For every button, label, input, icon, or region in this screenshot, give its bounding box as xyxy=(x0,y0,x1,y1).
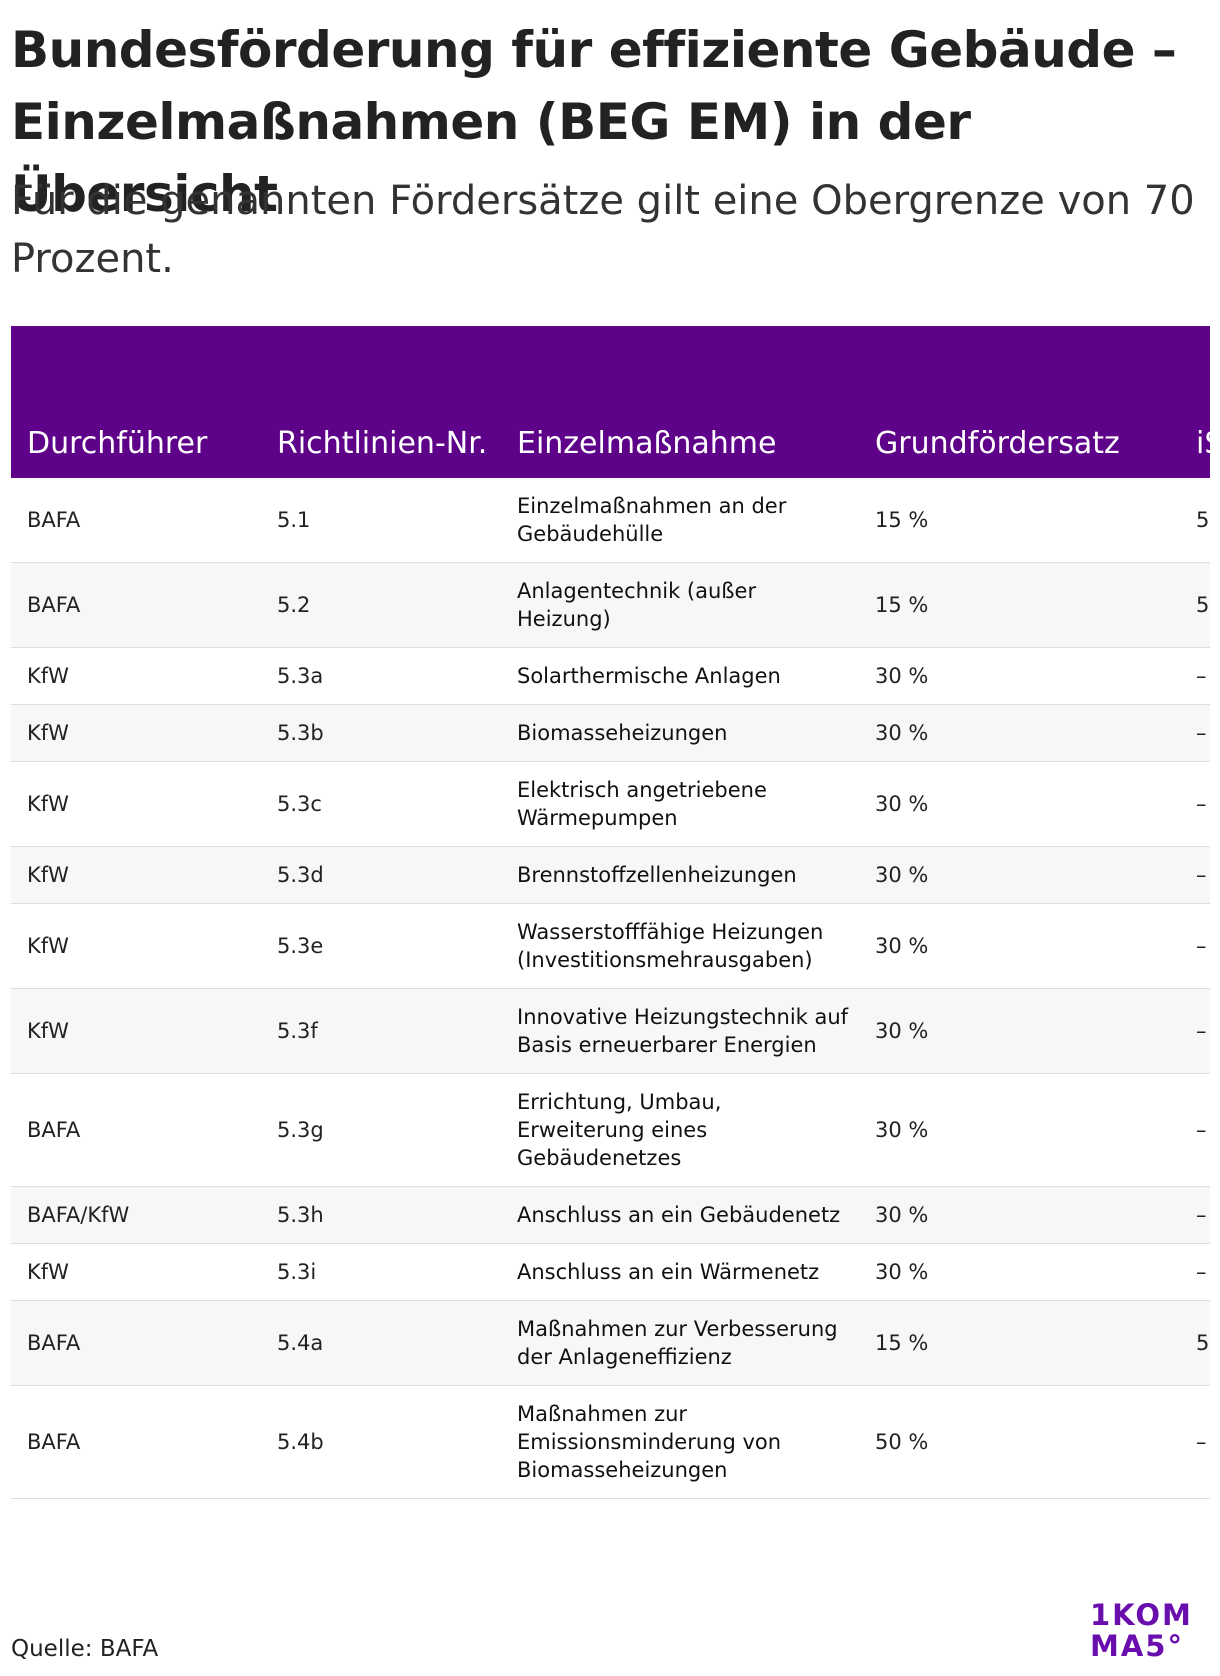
table-cell: BAFA xyxy=(11,1300,261,1386)
table-cell: 30 % xyxy=(859,1073,1180,1187)
subtitle: Für die genannten Fördersätze gilt eine … xyxy=(11,178,1195,282)
table-cell: Solarthermische Anlagen xyxy=(501,647,859,705)
column-header: iS B xyxy=(1180,326,1210,478)
table-cell: 30 % xyxy=(859,846,1180,904)
table-cell: Biomasseheizungen xyxy=(501,704,859,762)
table-cell: – xyxy=(1180,647,1210,705)
table-cell: Anschluss an ein Gebäudenetz xyxy=(501,1186,859,1244)
table-cell: Brennstoffzellenheizungen xyxy=(501,846,859,904)
table-row: KfW 5.3f Innovative Heizungstechnik auf Ba… xyxy=(11,988,1210,1074)
table-cell: 5.3h xyxy=(261,1186,501,1244)
table-cell: 30 % xyxy=(859,1243,1180,1301)
table-cell: 5.3f xyxy=(261,988,501,1074)
table-row: BAFA 5.2 Anlagentechnik (außer Heizung) 15 … xyxy=(11,562,1210,648)
table-cell: 5.4a xyxy=(261,1300,501,1386)
table-cell: KfW xyxy=(11,903,261,989)
table-cell: Errichtung, Umbau, Erweiterung eines Geb… xyxy=(501,1073,859,1187)
table-cell: KfW xyxy=(11,647,261,705)
table-cell: 30 % xyxy=(859,704,1180,762)
table-row: KfW 5.3b Biomasseheizungen 30 % – xyxy=(11,704,1210,762)
table-cell: 5 xyxy=(1180,1300,1210,1386)
table-cell: 5 xyxy=(1180,478,1210,563)
table-body: BAFA 5.1 Einzelmaßnahmen an der Gebäudehül… xyxy=(11,478,1210,1499)
table-cell: – xyxy=(1180,704,1210,762)
table-cell: 5.3i xyxy=(261,1243,501,1301)
table-cell: 5.3d xyxy=(261,846,501,904)
table-row: BAFA 5.4a Maßnahmen zur Verbesserung der A… xyxy=(11,1300,1210,1386)
table-row: BAFA 5.4b Maßnahmen zur Emissionsminderung… xyxy=(11,1385,1210,1499)
title: Bundesförderung für effiziente Gebäude –… xyxy=(11,21,1177,223)
table-cell: – xyxy=(1180,1385,1210,1499)
table-cell: BAFA/KfW xyxy=(11,1186,261,1244)
table-cell: Maßnahmen zur Emissionsminderung von Bio… xyxy=(501,1385,859,1499)
table-cell: 5 xyxy=(1180,562,1210,648)
source: Quelle: BAFA xyxy=(11,1636,159,1662)
table-cell: BAFA xyxy=(11,1385,261,1499)
table-cell: 15 % xyxy=(859,478,1180,563)
logo-line: 1KOM xyxy=(1090,1598,1193,1632)
table-cell: 5.4b xyxy=(261,1385,501,1499)
table-cell: Anschluss an ein Wärmenetz xyxy=(501,1243,859,1301)
table-cell: Maßnahmen zur Verbesserung der Anlagenef… xyxy=(501,1300,859,1386)
table-cell: – xyxy=(1180,988,1210,1074)
table-row: BAFA/KfW 5.3h Anschluss an ein Gebäudenetz… xyxy=(11,1186,1210,1244)
column-header: Grundfördersatz xyxy=(859,326,1180,478)
table-cell: 30 % xyxy=(859,903,1180,989)
table-row: KfW 5.3i Anschluss an ein Wärmenetz 30 % – xyxy=(11,1243,1210,1301)
table-cell: Elektrisch angetriebene Wärmepumpen xyxy=(501,761,859,847)
table-cell: 5.3c xyxy=(261,761,501,847)
table-cell: KfW xyxy=(11,704,261,762)
table-wrap: Durchführer Richtlinien-Nr. Einzelmaßnahme… xyxy=(11,326,1210,1499)
table-row: BAFA 5.1 Einzelmaßnahmen an der Gebäudehül… xyxy=(11,478,1210,563)
table-cell: – xyxy=(1180,1243,1210,1301)
table-cell: – xyxy=(1180,903,1210,989)
table-cell: 30 % xyxy=(859,647,1180,705)
table-cell: 5.1 xyxy=(261,478,501,563)
table-cell: KfW xyxy=(11,846,261,904)
table-cell: 5.3g xyxy=(261,1073,501,1187)
header-row: Durchführer Richtlinien-Nr. Einzelmaßnahme… xyxy=(11,326,1210,478)
table-cell: – xyxy=(1180,1186,1210,1244)
table-cell: 15 % xyxy=(859,562,1180,648)
table-cell: 5.2 xyxy=(261,562,501,648)
table-cell: 5.3a xyxy=(261,647,501,705)
table-cell: 15 % xyxy=(859,1300,1180,1386)
table-cell: 50 % xyxy=(859,1385,1180,1499)
table-cell: 30 % xyxy=(859,1186,1180,1244)
logo: 1KOM MA5° xyxy=(1090,1600,1193,1662)
table-cell: KfW xyxy=(11,1243,261,1301)
table-cell: – xyxy=(1180,846,1210,904)
table-cell: Einzelmaßnahmen an der Gebäudehülle xyxy=(501,478,859,563)
table-row: BAFA 5.3g Errichtung, Umbau, Erweiterung e… xyxy=(11,1073,1210,1187)
table-cell: Innovative Heizungstechnik auf Basis ern… xyxy=(501,988,859,1074)
table-cell: BAFA xyxy=(11,1073,261,1187)
table: Durchführer Richtlinien-Nr. Einzelmaßnahme… xyxy=(11,326,1210,1499)
table-row: KfW 5.3a Solarthermische Anlagen 30 % – xyxy=(11,647,1210,705)
column-header: Einzelmaßnahme xyxy=(501,326,859,478)
table-cell: 30 % xyxy=(859,988,1180,1074)
table-cell: Wasserstofffähige Heizungen (Investition… xyxy=(501,903,859,989)
table-cell: KfW xyxy=(11,988,261,1074)
column-header: Durchführer xyxy=(11,326,261,478)
table-cell: 5.3e xyxy=(261,903,501,989)
table-cell: BAFA xyxy=(11,562,261,648)
table-cell: – xyxy=(1180,1073,1210,1187)
table-row: KfW 5.3c Elektrisch angetriebene Wärmepump… xyxy=(11,761,1210,847)
table-cell: BAFA xyxy=(11,478,261,563)
table-cell: Anlagentechnik (außer Heizung) xyxy=(501,562,859,648)
table-row: KfW 5.3e Wasserstofffähige Heizungen (Inve… xyxy=(11,903,1210,989)
table-cell: KfW xyxy=(11,761,261,847)
column-header: Richtlinien-Nr. xyxy=(261,326,501,478)
logo-line: MA5° xyxy=(1090,1629,1184,1663)
table-cell: – xyxy=(1180,761,1210,847)
table-cell: 30 % xyxy=(859,761,1180,847)
table-cell: 5.3b xyxy=(261,704,501,762)
table-row: KfW 5.3d Brennstoffzellenheizungen 30 % – xyxy=(11,846,1210,904)
